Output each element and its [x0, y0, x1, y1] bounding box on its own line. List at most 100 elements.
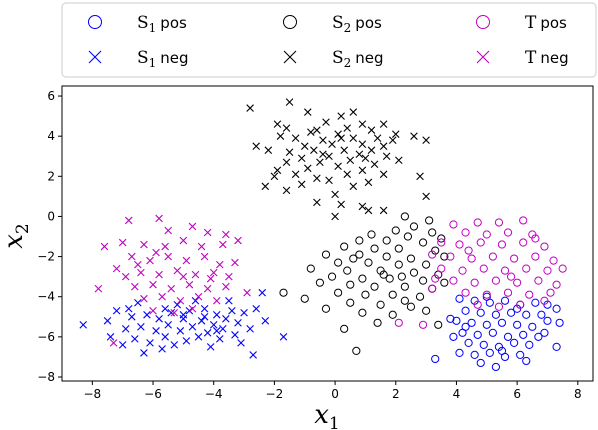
x-tick-label: 8: [574, 387, 582, 401]
legend-label-suffix: neg: [160, 49, 188, 67]
point-tneg: [234, 236, 242, 245]
point-tpos: [455, 240, 464, 249]
point-s2neg-stroke-b: [319, 136, 327, 144]
point-s1neg: [179, 310, 188, 319]
point-tneg-stroke-b: [167, 284, 176, 293]
point-s1neg-stroke-b: [161, 333, 169, 341]
point-tneg-stroke-b: [94, 284, 103, 293]
point-tneg: [206, 274, 215, 283]
point-s1neg: [131, 335, 139, 343]
point-s2pos: [367, 230, 376, 239]
point-s1neg-stroke-b: [127, 312, 136, 321]
legend-label-s1neg: S1 neg: [137, 48, 189, 70]
plot-area: −8 −6 −4 −2 0 2 4 6 8 −8 −6 −4 −2 0 2 4 6: [37, 85, 594, 401]
point-tneg-stroke-b: [215, 260, 224, 269]
point-s2neg-stroke-b: [349, 182, 358, 191]
point-s2pos: [425, 216, 434, 225]
series-tneg: [94, 214, 251, 347]
point-s2neg: [303, 108, 312, 116]
point-tpos: [394, 318, 403, 327]
point-s2pos: [315, 278, 325, 287]
legend-label-s1pos: S1 pos: [137, 13, 187, 35]
point-s2neg-stroke-b: [328, 140, 336, 148]
point-s1pos: [503, 332, 513, 341]
point-s1pos: [470, 350, 479, 360]
point-tneg-stroke-b: [176, 296, 185, 305]
point-tneg-stroke-b: [146, 256, 154, 265]
y-axis-label: x2: [0, 223, 33, 249]
point-s1pos: [467, 318, 476, 327]
point-s2neg-stroke-b: [337, 200, 345, 209]
point-s1neg-stroke-b: [140, 349, 148, 357]
point-tpos: [543, 266, 552, 275]
point-s2pos: [300, 294, 309, 303]
legend-entry-s1pos: S1 pos: [88, 13, 187, 35]
point-tneg-stroke-b: [140, 240, 148, 249]
point-s2neg: [367, 126, 376, 134]
point-s2neg-stroke-b: [303, 108, 312, 116]
point-s1pos: [482, 292, 491, 301]
point-tneg: [212, 296, 221, 305]
point-s1neg-stroke-b: [240, 308, 248, 317]
point-s2neg-stroke-b: [373, 134, 382, 142]
point-s1neg-stroke-b: [173, 300, 182, 309]
point-tpos: [418, 320, 428, 329]
point-s2pos: [422, 306, 431, 315]
point-s2neg: [273, 166, 282, 175]
point-s2neg: [340, 146, 348, 155]
point-s2neg: [328, 140, 336, 148]
point-tpos: [549, 256, 558, 265]
point-tneg-stroke-b: [149, 280, 157, 289]
point-s2neg-stroke-b: [313, 198, 321, 207]
point-tpos: [534, 276, 543, 285]
point-tneg-stroke-b: [191, 270, 200, 279]
point-tneg-stroke-b: [149, 306, 157, 315]
point-s2pos: [361, 290, 370, 299]
point-s1neg: [103, 317, 112, 325]
point-tpos: [552, 280, 561, 289]
point-s1neg-stroke-b: [215, 335, 224, 343]
point-s2neg-stroke-b: [395, 156, 403, 165]
point-s2neg: [346, 156, 355, 165]
legend-marker-tneg: [476, 50, 490, 64]
point-s2pos: [382, 252, 391, 261]
point-s2neg-stroke-b: [355, 150, 364, 159]
point-tpos: [531, 234, 540, 243]
point-s1neg: [237, 339, 245, 347]
legend-label-prefix: T: [525, 48, 537, 68]
legend-marker-s2neg: [283, 50, 297, 64]
point-s2neg-stroke-b: [282, 158, 291, 167]
point-s2neg: [364, 206, 373, 215]
point-s2neg: [282, 158, 291, 167]
point-s1neg: [182, 337, 191, 345]
point-s1neg-stroke-b: [222, 315, 230, 323]
point-s2pos: [343, 266, 352, 275]
point-tpos: [503, 228, 513, 237]
point-s2neg-stroke-b: [331, 190, 339, 199]
point-s1neg: [252, 304, 260, 313]
point-s1neg-stroke-b: [200, 304, 209, 313]
point-tneg-stroke-b: [155, 214, 163, 223]
y-axis-label-main: x: [0, 234, 29, 249]
point-s1pos: [476, 358, 485, 368]
point-s1neg-stroke-b: [179, 310, 188, 319]
point-s1pos: [513, 320, 522, 329]
point-s2neg: [300, 142, 309, 150]
point-tpos: [519, 216, 528, 225]
point-tpos: [546, 288, 555, 297]
point-s2pos: [394, 260, 403, 269]
point-tneg: [155, 270, 163, 279]
point-tneg-stroke-b: [137, 268, 145, 277]
point-s1pos: [464, 338, 473, 347]
point-tneg-stroke-b: [222, 282, 230, 291]
legend-marker-s2neg-stroke-b: [283, 50, 297, 64]
point-s2neg: [382, 152, 391, 161]
point-tneg-stroke-b: [155, 270, 163, 279]
point-tneg: [231, 258, 239, 267]
point-tneg: [203, 228, 212, 237]
point-s2neg-stroke-b: [416, 172, 424, 181]
legend-label-prefix: T: [525, 13, 537, 33]
point-s1pos: [491, 310, 501, 319]
